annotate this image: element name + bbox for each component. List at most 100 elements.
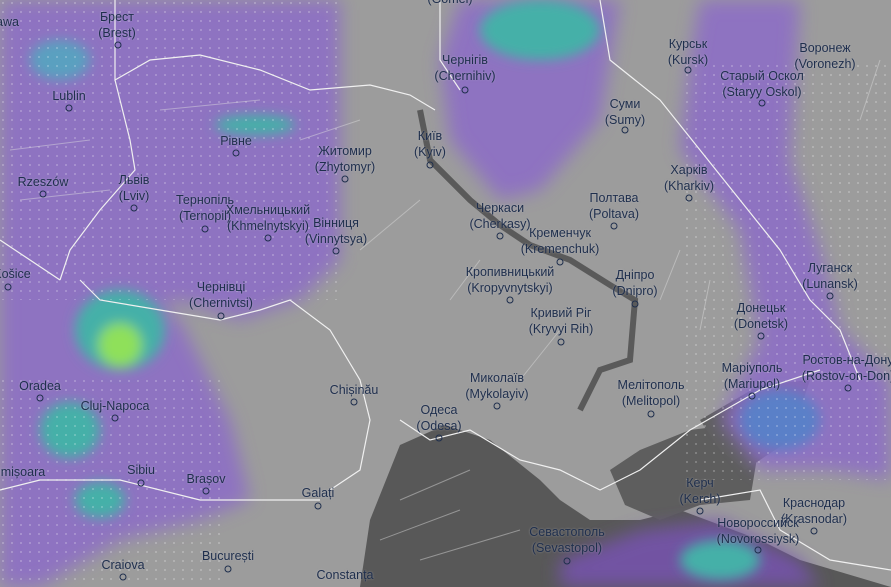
city-label[interactable]: Rzeszów xyxy=(18,174,69,190)
city-label[interactable]: Брест (Brest) xyxy=(98,9,136,41)
city-marker-icon[interactable] xyxy=(631,300,639,308)
city-label[interactable]: Львів (Lviv) xyxy=(119,172,150,204)
city-marker-icon[interactable] xyxy=(684,66,692,74)
city-name: Брест xyxy=(99,10,135,24)
city-marker-icon[interactable] xyxy=(137,479,145,487)
city-marker-icon[interactable] xyxy=(496,232,504,240)
city-label[interactable]: Донецьк (Donetsk) xyxy=(734,300,788,332)
city-label[interactable]: Одеса (Odesa) xyxy=(416,402,461,434)
city-label[interactable]: Суми (Sumy) xyxy=(605,96,645,128)
city-marker-icon[interactable] xyxy=(748,392,756,400)
city-name: Galați xyxy=(301,486,335,500)
city-latin: (Dnipro) xyxy=(612,284,658,298)
city-marker-icon[interactable] xyxy=(217,312,225,320)
city-label[interactable]: Timișoara xyxy=(0,464,45,480)
city-label[interactable]: Warszawa xyxy=(0,14,19,30)
city-marker-icon[interactable] xyxy=(4,283,12,291)
city-label[interactable]: (Gomel) xyxy=(427,0,472,7)
city-marker-icon[interactable] xyxy=(224,565,232,573)
city-label[interactable]: Миколаїв (Mykolayiv) xyxy=(465,370,528,402)
city-marker-icon[interactable] xyxy=(844,384,852,392)
city-label[interactable]: Кременчук (Kremenchuk) xyxy=(521,225,600,257)
city-label[interactable]: Galați xyxy=(302,485,335,501)
city-label[interactable]: Черкаси (Cherkasy) xyxy=(469,200,530,232)
city-label[interactable]: Київ (Kyiv) xyxy=(414,128,446,160)
city-marker-icon[interactable] xyxy=(65,104,73,112)
city-label[interactable]: Чернівці (Chernivtsi) xyxy=(189,279,253,311)
city-marker-icon[interactable] xyxy=(36,394,44,402)
city-label[interactable]: Полтава (Poltava) xyxy=(589,190,639,222)
city-label[interactable]: Старый Оскол (Staryy Oskol) xyxy=(720,68,804,100)
city-label[interactable]: Харків (Kharkiv) xyxy=(664,162,714,194)
city-name: Севастополь xyxy=(529,525,605,539)
city-marker-icon[interactable] xyxy=(757,332,765,340)
city-marker-icon[interactable] xyxy=(264,234,272,242)
city-label[interactable]: Чернігів (Chernihiv) xyxy=(434,52,495,84)
city-label[interactable]: Вінниця (Vinnytsya) xyxy=(305,215,367,247)
city-label[interactable]: Рівне xyxy=(220,133,252,149)
city-label[interactable]: Воронеж (Voronezh) xyxy=(794,40,855,72)
city-marker-icon[interactable] xyxy=(826,292,834,300)
city-marker-icon[interactable] xyxy=(341,175,349,183)
city-marker-icon[interactable] xyxy=(696,507,704,515)
city-label[interactable]: Craiova xyxy=(101,557,144,573)
city-label[interactable]: Краснодар (Krasnodar) xyxy=(781,495,847,527)
city-label[interactable]: Ростов-на-Дону (Rostov-on-Don) xyxy=(802,352,891,384)
city-label[interactable]: Oradea xyxy=(19,378,61,394)
city-marker-icon[interactable] xyxy=(758,99,766,107)
city-marker-icon[interactable] xyxy=(754,546,762,554)
city-marker-icon[interactable] xyxy=(39,190,47,198)
city-label[interactable]: Керч (Kerch) xyxy=(680,475,721,507)
city-marker-icon[interactable] xyxy=(557,338,565,346)
city-marker-icon[interactable] xyxy=(119,573,127,581)
city-label[interactable]: Житомир (Zhytomyr) xyxy=(315,143,375,175)
city-label[interactable]: Тернопіль (Ternopil) xyxy=(176,192,234,224)
city-label[interactable]: Constanța xyxy=(317,567,374,583)
city-marker-icon[interactable] xyxy=(111,414,119,422)
city-marker-icon[interactable] xyxy=(647,410,655,418)
city-name: Воронеж xyxy=(799,41,851,55)
city-label[interactable]: Sibiu xyxy=(127,462,155,478)
city-marker-icon[interactable] xyxy=(350,398,358,406)
city-label[interactable]: Chișinău xyxy=(330,382,379,398)
city-marker-icon[interactable] xyxy=(461,86,469,94)
city-label[interactable]: Хмельницький (Khmelnytskyi) xyxy=(226,202,310,234)
city-label[interactable]: Кривий Ріг (Kryvyi Rih) xyxy=(529,305,594,337)
city-marker-icon[interactable] xyxy=(232,149,240,157)
city-marker-icon[interactable] xyxy=(493,402,501,410)
city-marker-icon[interactable] xyxy=(556,258,564,266)
city-name: București xyxy=(201,549,255,563)
city-marker-icon[interactable] xyxy=(426,161,434,169)
city-marker-icon[interactable] xyxy=(621,126,629,134)
city-marker-icon[interactable] xyxy=(114,41,122,49)
city-marker-icon[interactable] xyxy=(314,502,322,510)
city-marker-icon[interactable] xyxy=(130,204,138,212)
city-label[interactable]: Brașov xyxy=(187,471,226,487)
city-label[interactable]: Севастополь (Sevastopol) xyxy=(529,524,604,556)
city-label[interactable]: Košice xyxy=(0,266,31,282)
city-label[interactable]: Новороссийск (Novorossiysk) xyxy=(717,515,800,547)
city-label[interactable]: Курськ (Kursk) xyxy=(668,36,708,68)
city-label[interactable]: Мелітополь (Melitopol) xyxy=(618,377,685,409)
city-name: Brașov xyxy=(186,472,226,486)
city-marker-icon[interactable] xyxy=(506,296,514,304)
city-label[interactable]: Маріуполь (Mariupol) xyxy=(722,360,783,392)
city-marker-icon[interactable] xyxy=(685,194,693,202)
city-label[interactable]: București xyxy=(202,548,254,564)
city-marker-icon[interactable] xyxy=(202,487,210,495)
city-marker-icon[interactable] xyxy=(201,225,209,233)
city-marker-icon[interactable] xyxy=(563,557,571,565)
city-marker-icon[interactable] xyxy=(610,222,618,230)
city-name: Constanța xyxy=(316,568,374,582)
city-marker-icon[interactable] xyxy=(332,247,340,255)
city-label[interactable]: Lublin xyxy=(52,88,85,104)
city-name: Полтава xyxy=(589,191,639,205)
city-label[interactable]: Дніпро (Dnipro) xyxy=(612,267,657,299)
city-label[interactable]: Луганск (Lunansk) xyxy=(802,260,858,292)
city-label[interactable]: Cluj-Napoca xyxy=(81,398,150,414)
city-marker-icon[interactable] xyxy=(810,527,818,535)
city-label[interactable]: Кропивницький (Kropyvnytskyi) xyxy=(466,264,555,296)
city-marker-icon[interactable] xyxy=(435,434,443,442)
